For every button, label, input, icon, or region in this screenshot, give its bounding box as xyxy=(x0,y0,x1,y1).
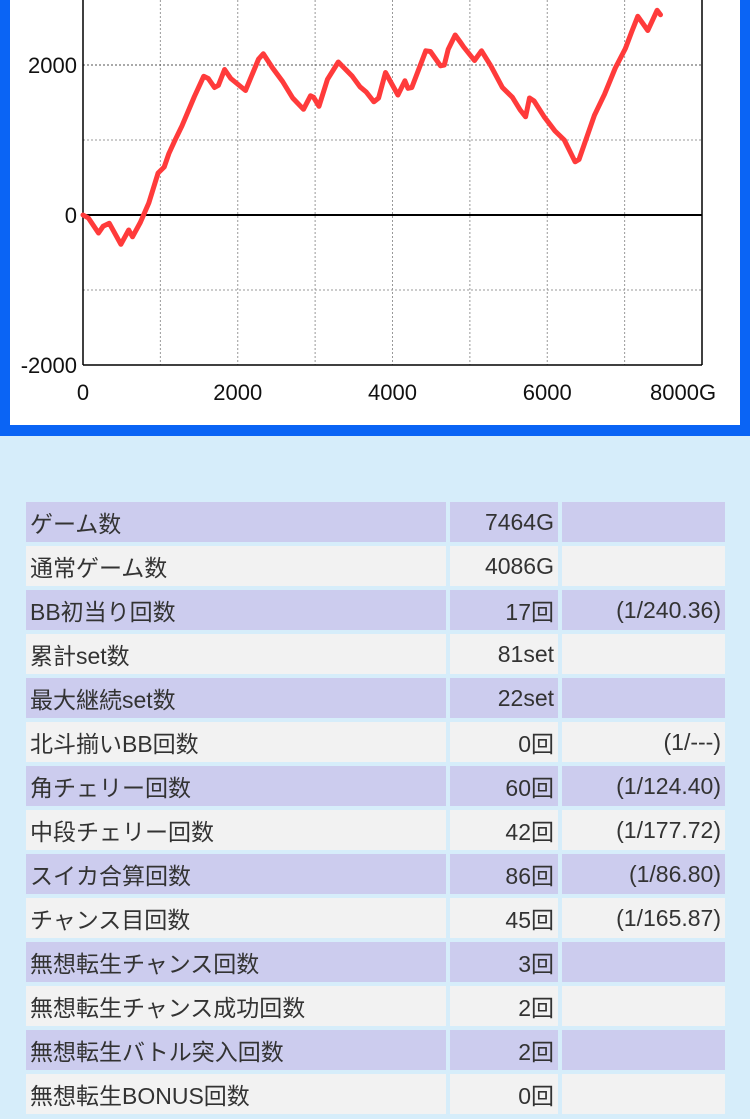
table-row: 無想転生BONUS回数 0回 xyxy=(26,1074,725,1114)
stat-label: 通常ゲーム数 xyxy=(26,546,446,586)
table-row: 累計set数 81set xyxy=(26,634,725,674)
stat-ratio: (1/240.36) xyxy=(562,590,725,630)
y-tick-label: -2000 xyxy=(21,353,77,378)
table-row: BB初当り回数 17回 (1/240.36) xyxy=(26,590,725,630)
stat-label: スイカ合算回数 xyxy=(26,854,446,894)
chart-panel: 2000 0 -2000 0 2000 4000 6000 8000G xyxy=(10,0,740,425)
table-row: ゲーム数 7464G xyxy=(26,502,725,542)
table-row: 通常ゲーム数 4086G xyxy=(26,546,725,586)
stat-ratio xyxy=(562,942,725,982)
stat-ratio: (1/177.72) xyxy=(562,810,725,850)
stat-label: 無想転生バトル突入回数 xyxy=(26,1030,446,1070)
stat-value: 60回 xyxy=(450,766,558,806)
stat-label: 中段チェリー回数 xyxy=(26,810,446,850)
table-row: 北斗揃いBB回数 0回 (1/---) xyxy=(26,722,725,762)
stat-label: 無想転生チャンス成功回数 xyxy=(26,986,446,1026)
stat-ratio xyxy=(562,502,725,542)
stat-ratio: (1/165.87) xyxy=(562,898,725,938)
table-row: 無想転生バトル突入回数 2回 xyxy=(26,1030,725,1070)
table-row: チャンス目回数 45回 (1/165.87) xyxy=(26,898,725,938)
x-tick-label: 6000 xyxy=(523,380,572,405)
stat-ratio: (1/---) xyxy=(562,722,725,762)
stat-label: 北斗揃いBB回数 xyxy=(26,722,446,762)
stat-label: 最大継続set数 xyxy=(26,678,446,718)
stat-value: 81set xyxy=(450,634,558,674)
stats-table: ゲーム数 7464G 通常ゲーム数 4086G BB初当り回数 17回 (1/240.36)… xyxy=(22,498,729,1118)
stat-ratio: (1/86.80) xyxy=(562,854,725,894)
x-tick-label: 4000 xyxy=(368,380,417,405)
stat-ratio xyxy=(562,986,725,1026)
table-row: 角チェリー回数 60回 (1/124.40) xyxy=(26,766,725,806)
stat-ratio xyxy=(562,1074,725,1114)
stat-value: 22set xyxy=(450,678,558,718)
table-row: 中段チェリー回数 42回 (1/177.72) xyxy=(26,810,725,850)
stat-label: チャンス目回数 xyxy=(26,898,446,938)
stat-label: ゲーム数 xyxy=(26,502,446,542)
stat-value: 0回 xyxy=(450,1074,558,1114)
table-row: 無想転生チャンス成功回数 2回 xyxy=(26,986,725,1026)
stat-label: 無想転生チャンス回数 xyxy=(26,942,446,982)
x-tick-label: 2000 xyxy=(213,380,262,405)
stat-ratio xyxy=(562,678,725,718)
y-tick-label: 0 xyxy=(65,203,77,228)
table-row: 最大継続set数 22set xyxy=(26,678,725,718)
stat-value: 7464G xyxy=(450,502,558,542)
y-tick-label: 2000 xyxy=(28,53,77,78)
chart-frame: 2000 0 -2000 0 2000 4000 6000 8000G xyxy=(0,0,750,436)
stat-value: 42回 xyxy=(450,810,558,850)
stat-label: 無想転生BONUS回数 xyxy=(26,1074,446,1114)
stat-label: 角チェリー回数 xyxy=(26,766,446,806)
stat-value: 3回 xyxy=(450,942,558,982)
stat-ratio xyxy=(562,1030,725,1070)
stat-label: 累計set数 xyxy=(26,634,446,674)
table-row: スイカ合算回数 86回 (1/86.80) xyxy=(26,854,725,894)
stat-ratio: (1/124.40) xyxy=(562,766,725,806)
stat-ratio xyxy=(562,546,725,586)
stat-value: 45回 xyxy=(450,898,558,938)
stat-ratio xyxy=(562,634,725,674)
table-row: 無想転生チャンス回数 3回 xyxy=(26,942,725,982)
series-line xyxy=(80,7,663,247)
x-tick-label: 0 xyxy=(77,380,89,405)
stat-value: 17回 xyxy=(450,590,558,630)
stat-value: 86回 xyxy=(450,854,558,894)
stat-value: 2回 xyxy=(450,1030,558,1070)
stat-value: 2回 xyxy=(450,986,558,1026)
stat-label: BB初当り回数 xyxy=(26,590,446,630)
stat-value: 4086G xyxy=(450,546,558,586)
stat-value: 0回 xyxy=(450,722,558,762)
x-tick-label: 8000G xyxy=(650,380,716,405)
